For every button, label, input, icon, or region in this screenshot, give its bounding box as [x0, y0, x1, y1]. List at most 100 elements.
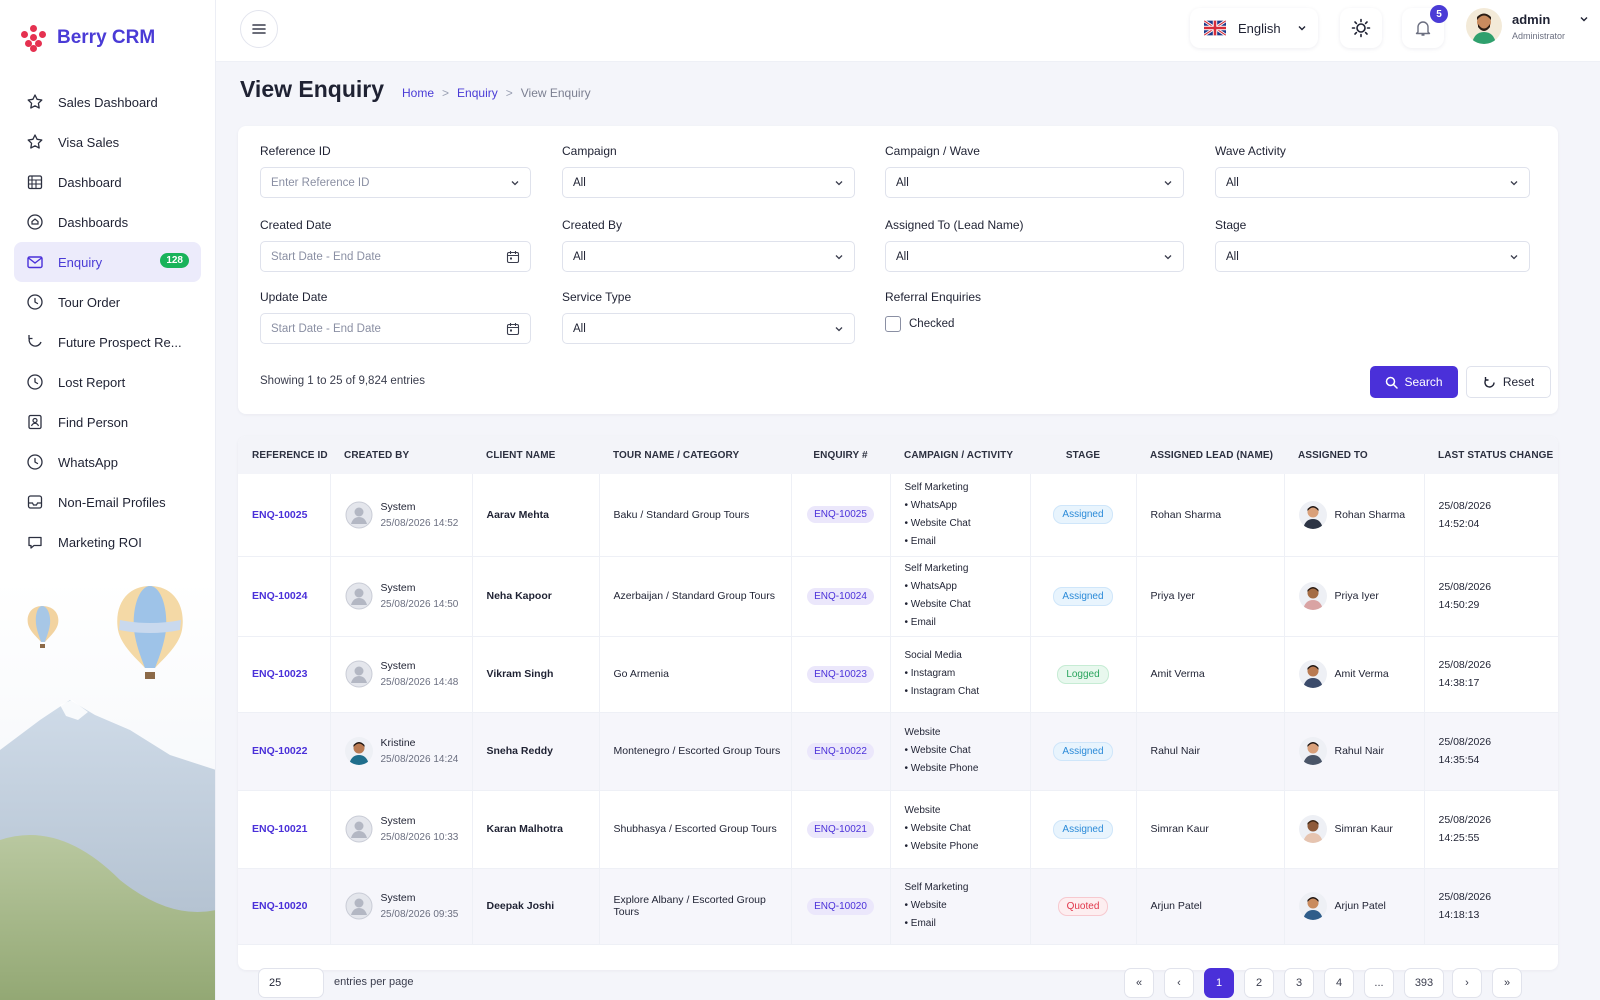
table-row[interactable]: ENQ-10021 System 25/08/2026 10:33 Karan Mal…: [238, 790, 1558, 869]
table-row[interactable]: ENQ-10025 System 25/08/2026 14:52 Aarav Meh…: [238, 474, 1558, 557]
language-selector[interactable]: English: [1190, 8, 1318, 48]
sidebar-item-whatsapp[interactable]: WhatsApp: [14, 442, 201, 482]
sidebar-item-sales-dashboard[interactable]: Sales Dashboard: [14, 82, 201, 122]
status-change-time: 14:18:13: [1438, 909, 1480, 921]
campaign-wave-select[interactable]: All: [885, 167, 1184, 198]
column-header[interactable]: ASSIGNED TO: [1284, 436, 1424, 474]
created-timestamp: 25/08/2026 14:50: [380, 599, 459, 610]
reference-id-input[interactable]: Enter Reference ID: [260, 167, 531, 198]
user-menu[interactable]: admin Administrator: [1466, 8, 1589, 44]
sidebar-item-visa-sales[interactable]: Visa Sales: [14, 122, 201, 162]
page-button[interactable]: ‹: [1164, 968, 1194, 998]
sidebar-menu: Sales Dashboard Visa Sales Dashboard Dashbo…: [0, 76, 215, 562]
column-header[interactable]: TOUR NAME / CATEGORY: [599, 436, 791, 474]
table-row[interactable]: ENQ-10022 Kristine 25/08/2026 14:24 Sneha R…: [238, 712, 1558, 791]
star-icon: [26, 133, 44, 151]
breadcrumb-enquiry[interactable]: Enquiry: [457, 86, 498, 100]
campaign-line: Self Marketing: [904, 563, 969, 574]
page-button[interactable]: 393: [1404, 968, 1444, 998]
creator-avatar: [345, 582, 373, 610]
sidebar-item-label: Future Prospect Re...: [58, 334, 182, 350]
enquiry-table: REFERENCE ID CREATED BY CLIENT NAME TOUR NA…: [238, 436, 1558, 945]
user-avatar: [1466, 8, 1502, 44]
sidebar-item-dashboards[interactable]: Dashboards: [14, 202, 201, 242]
chevron-down-icon: [1580, 17, 1588, 22]
page-button[interactable]: ...: [1364, 968, 1394, 998]
menu-toggle-button[interactable]: [240, 10, 278, 48]
reference-id-link[interactable]: ENQ-10020: [252, 900, 308, 912]
reference-id-filter: Reference ID Enter Reference ID: [260, 144, 531, 198]
tour-name: Shubhasya / Escorted Group Tours: [613, 823, 777, 835]
assigned-to-filter: Assigned To (Lead Name) All: [885, 218, 1184, 272]
page-button[interactable]: ›: [1452, 968, 1482, 998]
column-header[interactable]: CREATED BY: [330, 436, 472, 474]
tour-name: Azerbaijan / Standard Group Tours: [613, 590, 775, 602]
sidebar-item-dashboard[interactable]: Dashboard: [14, 162, 201, 202]
page-button[interactable]: 2: [1244, 968, 1274, 998]
created-date-picker[interactable]: Start Date - End Date: [260, 241, 531, 272]
theme-toggle-button[interactable]: [1340, 8, 1382, 48]
column-header[interactable]: LAST STATUS CHANGE: [1424, 436, 1558, 474]
column-header[interactable]: ENQUIRY #: [791, 436, 890, 474]
notification-count-badge: 5: [1430, 5, 1448, 23]
page-button[interactable]: 1: [1204, 968, 1234, 998]
assignee-avatar: [1298, 500, 1327, 529]
assignee-avatar: [1298, 582, 1327, 610]
per-page-select[interactable]: 25: [258, 968, 324, 998]
tour-name: Montenegro / Escorted Group Tours: [613, 745, 781, 757]
campaign-line: • Instagram: [904, 668, 956, 679]
created-timestamp: 25/08/2026 14:24: [380, 754, 459, 765]
table-row[interactable]: ENQ-10023 System 25/08/2026 14:48 Vikram Si…: [238, 636, 1558, 713]
column-header[interactable]: CLIENT NAME: [472, 436, 599, 474]
chevron-down-icon: [1164, 254, 1172, 259]
table-row[interactable]: ENQ-10020 System 25/08/2026 09:35 Deepak Jo…: [238, 868, 1558, 945]
reference-id-link[interactable]: ENQ-10024: [252, 590, 308, 602]
status-change-date: 25/08/2026: [1438, 814, 1492, 826]
breadcrumb-current: View Enquiry: [520, 86, 591, 100]
checkbox-box[interactable]: [885, 316, 901, 332]
page-button[interactable]: »: [1492, 968, 1522, 998]
campaign-line: Self Marketing: [904, 481, 969, 493]
main-content: English 5 admin Administrator V: [216, 0, 1600, 1000]
filter-panel: Reference ID Enter Reference ID Campaign…: [238, 126, 1558, 414]
column-header[interactable]: REFERENCE ID: [238, 436, 330, 474]
table-row[interactable]: ENQ-10024 System 25/08/2026 14:50 Neha Kapo…: [238, 556, 1558, 637]
sidebar-item-non-email-profiles[interactable]: Non-Email Profiles: [14, 482, 201, 522]
page-button[interactable]: 3: [1284, 968, 1314, 998]
notifications-button[interactable]: 5: [1402, 5, 1448, 48]
sidebar-item-find-person[interactable]: Find Person: [14, 402, 201, 442]
stage-select[interactable]: All: [1215, 241, 1530, 272]
column-header[interactable]: STAGE: [1030, 436, 1136, 474]
sidebar-item-marketing-roi[interactable]: Marketing ROI: [14, 522, 201, 562]
column-header[interactable]: CAMPAIGN / ACTIVITY: [890, 436, 1030, 474]
update-date-picker[interactable]: Start Date - End Date: [260, 313, 531, 344]
sidebar-item-tour-order[interactable]: Tour Order: [14, 282, 201, 322]
column-header[interactable]: ASSIGNED LEAD (NAME): [1136, 436, 1284, 474]
campaign-wave-value: All: [896, 176, 909, 189]
sidebar-item-lost-report[interactable]: Lost Report: [14, 362, 201, 402]
reference-id-link[interactable]: ENQ-10023: [252, 668, 308, 680]
service-type-select[interactable]: All: [562, 313, 855, 344]
page-button[interactable]: 4: [1324, 968, 1354, 998]
assigned-to-cell: Simran Kaur: [1298, 815, 1424, 843]
search-button[interactable]: Search: [1370, 366, 1458, 398]
creator-name: Kristine: [380, 737, 416, 749]
star-icon: [26, 93, 44, 111]
created-by-select[interactable]: All: [562, 241, 855, 272]
app-logo[interactable]: Berry CRM: [0, 0, 215, 76]
campaign-select[interactable]: All: [562, 167, 855, 198]
reference-id-link[interactable]: ENQ-10021: [252, 823, 308, 835]
reference-id-link[interactable]: ENQ-10025: [252, 508, 308, 521]
created-by-cell: System 25/08/2026 09:35: [345, 892, 472, 920]
breadcrumb-home[interactable]: Home: [402, 86, 435, 100]
reference-id-link[interactable]: ENQ-10022: [252, 745, 308, 757]
reset-button[interactable]: Reset: [1466, 366, 1551, 398]
assigned-to-select[interactable]: All: [885, 241, 1184, 272]
page-button[interactable]: «: [1124, 968, 1154, 998]
sidebar-item-label: Find Person: [58, 414, 129, 430]
wave-activity-select[interactable]: All: [1215, 167, 1530, 198]
sidebar-item-future-prospect-re[interactable]: Future Prospect Re...: [14, 322, 201, 362]
pagination: 25 entries per page « ‹ 1 2 3 4... 393 › »: [238, 968, 1558, 1000]
sidebar-item-enquiry[interactable]: Enquiry 128: [14, 242, 201, 282]
referral-checkbox[interactable]: Checked: [885, 316, 1184, 332]
